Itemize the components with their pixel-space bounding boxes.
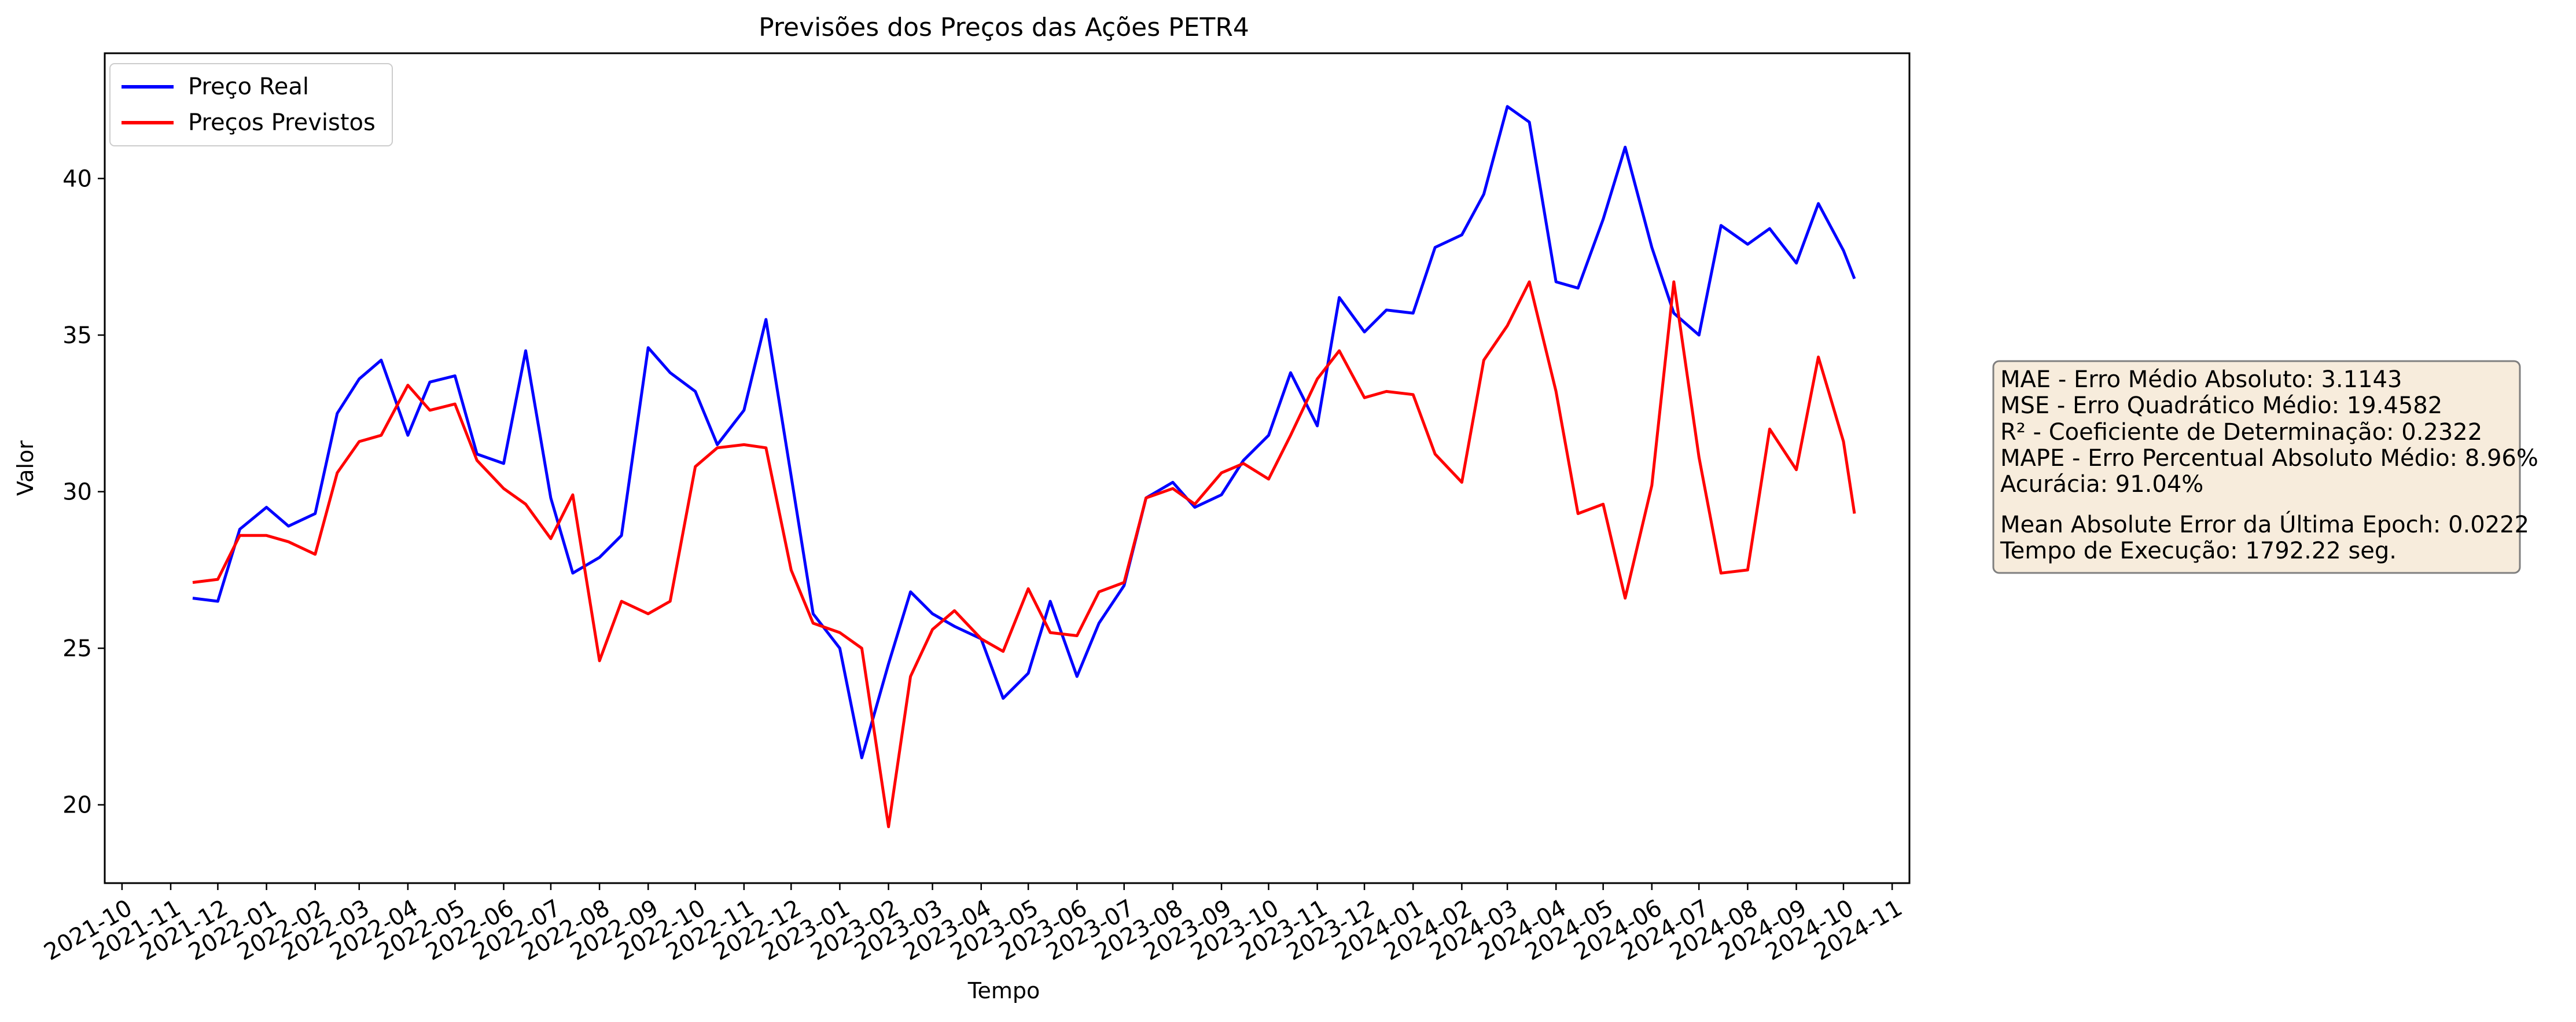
y-tick-label: 30 (62, 479, 92, 506)
plot-area (104, 52, 1911, 884)
metric-mse: MSE - Erro Quadrático Médio: 19.4582 (2000, 392, 2442, 419)
y-axis: 20 25 30 35 40 (62, 166, 105, 819)
metric-mape: MAPE - Erro Percentual Absoluto Médio: 8… (2000, 445, 2538, 472)
metric-execution-time: Tempo de Execução: 1792.22 seg. (2000, 538, 2397, 564)
legend-box (109, 63, 393, 146)
series-line-1 (192, 280, 1856, 829)
metric-last-epoch-mae: Mean Absolute Error da Última Epoch: 0.0… (2000, 510, 2529, 538)
y-tick-label: 20 (62, 792, 92, 819)
chart-title: Previsões dos Preços das Ações PETR4 (759, 13, 1249, 42)
y-tick-label: 25 (62, 635, 92, 662)
metric-accuracy: Acurácia: 91.04% (2000, 471, 2203, 498)
metric-r2: R² - Coeficiente de Determinação: 0.2322 (2000, 419, 2482, 446)
legend: Preço Real Preços Previstos (109, 63, 393, 146)
y-axis-label: Valor (13, 440, 38, 496)
legend-label-preco-real: Preço Real (188, 73, 309, 100)
legend-label-precos-previstos: Preços Previstos (188, 109, 376, 136)
x-axis-label: Tempo (967, 978, 1040, 1003)
y-tick-label: 40 (62, 166, 92, 192)
x-axis: 2021-102021-112021-122022-012022-022022-… (40, 883, 1907, 966)
series-line-0 (192, 105, 1856, 759)
plot-frame (104, 52, 1911, 884)
series-layer (192, 105, 1856, 829)
y-tick-label: 35 (62, 322, 92, 349)
metric-mae: MAE - Erro Médio Absoluto: 3.1143 (2000, 366, 2402, 393)
metrics-text-box: MAE - Erro Médio Absoluto: 3.1143 MSE - … (1992, 360, 2538, 574)
metrics-box-background (1992, 360, 2521, 574)
